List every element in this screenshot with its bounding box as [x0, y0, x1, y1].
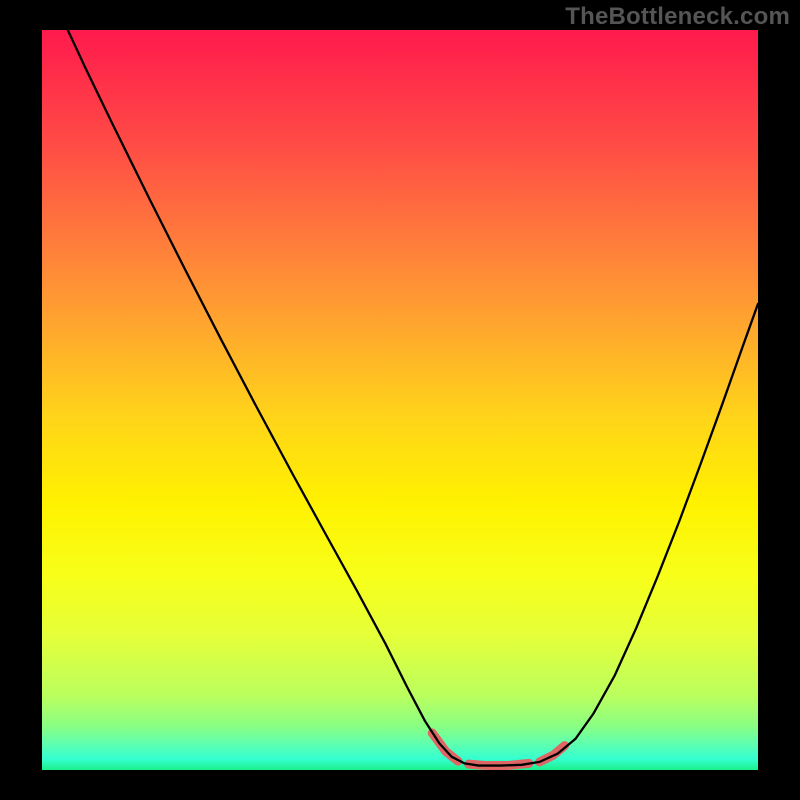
chart-frame: TheBottleneck.com	[0, 0, 800, 800]
watermark-text: TheBottleneck.com	[565, 3, 790, 31]
plot-gradient-background	[42, 30, 758, 770]
